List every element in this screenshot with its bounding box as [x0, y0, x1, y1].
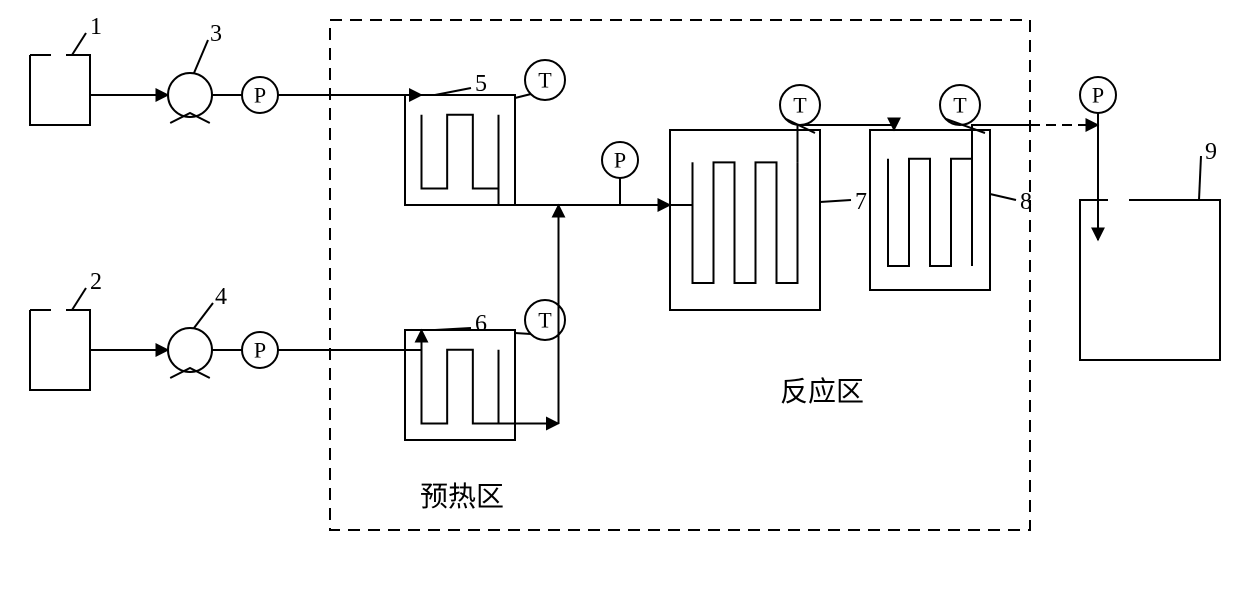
callout-5: 5: [475, 72, 487, 96]
svg-text:T: T: [953, 93, 967, 118]
callout-8: 8: [1020, 190, 1032, 214]
callout-7: 7: [855, 190, 867, 214]
svg-text:T: T: [538, 308, 552, 333]
svg-text:P: P: [614, 148, 626, 173]
callout-4: 4: [215, 285, 227, 309]
svg-text:P: P: [1092, 83, 1104, 108]
svg-text:T: T: [538, 68, 552, 93]
callout-9: 9: [1205, 140, 1217, 164]
process-flow-diagram: P P T T P T T P: [0, 0, 1240, 597]
callout-1: 1: [90, 15, 102, 39]
callout-3: 3: [210, 22, 222, 46]
callout-2: 2: [90, 270, 102, 294]
preheat-zone-label: 预热区: [420, 475, 504, 515]
reaction-zone-label: 反应区: [780, 370, 864, 410]
callout-6: 6: [475, 312, 487, 336]
svg-text:P: P: [254, 338, 266, 363]
svg-text:T: T: [793, 93, 807, 118]
svg-text:P: P: [254, 83, 266, 108]
